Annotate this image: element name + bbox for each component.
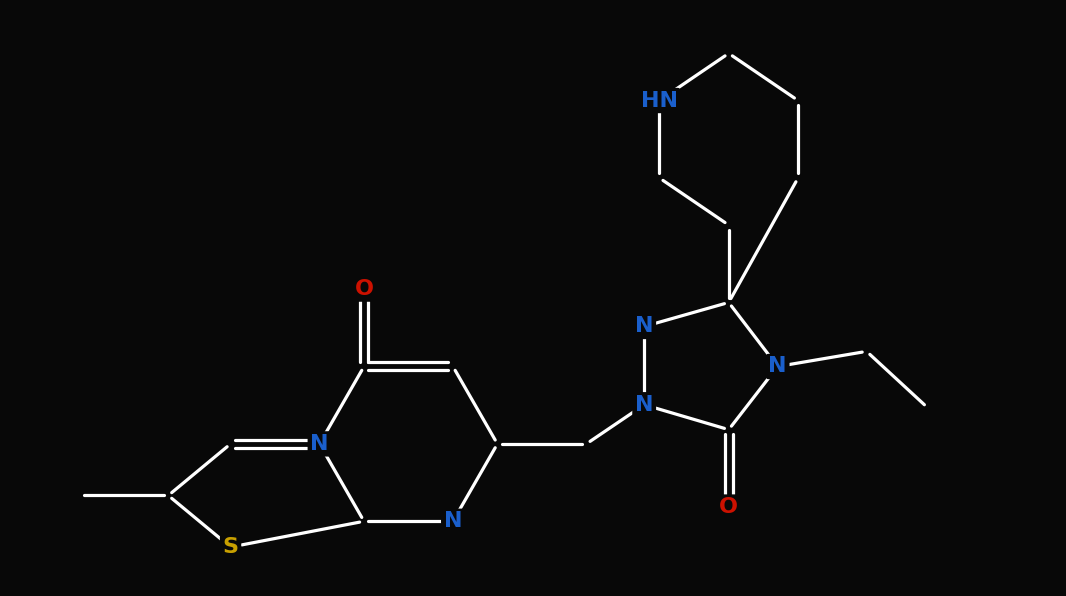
Text: N: N	[443, 511, 463, 531]
Text: S: S	[223, 537, 239, 557]
Text: N: N	[635, 316, 653, 337]
Text: N: N	[635, 395, 653, 415]
Text: O: O	[720, 497, 738, 517]
Text: O: O	[355, 279, 373, 299]
Text: N: N	[769, 356, 787, 377]
Text: HN: HN	[641, 91, 678, 110]
Text: N: N	[310, 434, 328, 454]
